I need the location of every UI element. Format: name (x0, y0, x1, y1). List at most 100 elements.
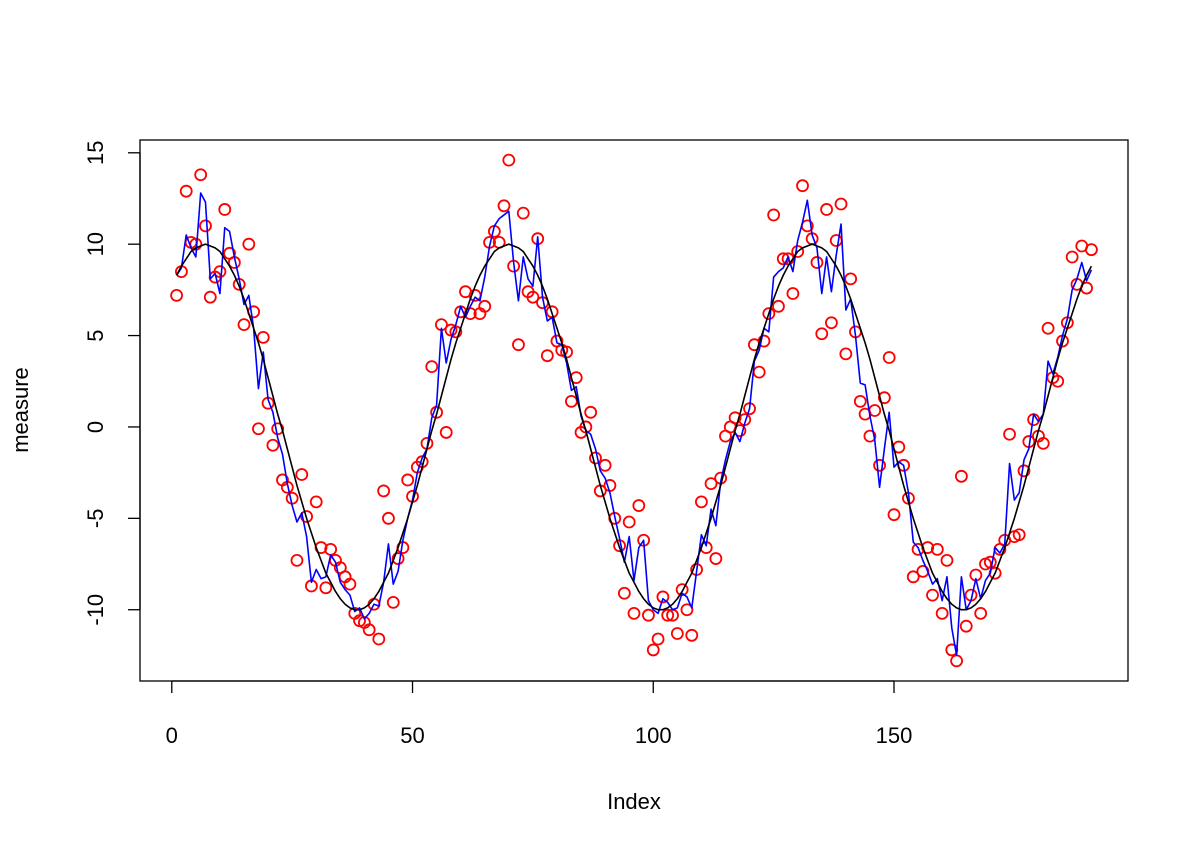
data-point (791, 245, 805, 258)
data-point (170, 288, 183, 302)
data-point (955, 469, 968, 483)
data-point (516, 206, 530, 220)
data-point (627, 606, 641, 620)
data-point (382, 511, 395, 525)
data-point (497, 199, 511, 213)
x-tick-label: 150 (876, 723, 913, 748)
data-point (401, 473, 415, 487)
data-point (295, 468, 309, 481)
data-point (844, 272, 858, 286)
data-point (810, 256, 824, 269)
data-point (199, 219, 212, 233)
data-point (362, 623, 376, 637)
data-point (213, 265, 227, 278)
data-point (242, 237, 256, 251)
data-point (863, 429, 877, 443)
x-tick-label: 100 (635, 723, 672, 748)
data-point (237, 318, 251, 331)
data-point (1036, 436, 1050, 450)
data-point (834, 197, 848, 211)
data-point (935, 606, 949, 620)
data-point (309, 495, 323, 509)
data-point (478, 299, 492, 313)
data-point (439, 426, 453, 439)
data-point (796, 179, 809, 193)
data-point (825, 316, 838, 330)
data-point (853, 394, 867, 408)
data-point (377, 484, 391, 498)
data-point (752, 365, 766, 379)
data-point (256, 330, 270, 344)
data-point (651, 632, 665, 646)
data-point (709, 552, 723, 565)
data-point (1012, 528, 1026, 542)
data-point (203, 290, 217, 304)
data-point (526, 290, 540, 304)
y-axis-label: measure (8, 367, 33, 453)
data-point (950, 654, 963, 668)
y-tick-label: -10 (83, 594, 108, 626)
data-point (868, 404, 882, 417)
data-point (646, 643, 660, 657)
y-tick-label: 10 (83, 232, 108, 256)
data-line (175, 192, 1093, 657)
data-point (584, 405, 598, 419)
data-point (820, 203, 833, 216)
data-point (598, 458, 612, 472)
y-tick-label: -5 (83, 509, 108, 529)
data-point (829, 234, 843, 247)
x-axis-label: Index (607, 789, 661, 814)
x-tick-label: 0 (166, 723, 178, 748)
data-point (926, 588, 939, 602)
data-point (767, 208, 781, 222)
data-point (617, 586, 631, 600)
y-tick-label: 5 (83, 329, 108, 341)
data-point (319, 581, 333, 595)
data-point (695, 495, 708, 509)
data-point (1065, 250, 1079, 264)
data-point (622, 515, 636, 529)
data-point (959, 619, 973, 633)
data-line (175, 243, 1093, 611)
data-point (502, 153, 516, 167)
data-point (661, 608, 675, 622)
data-point (772, 299, 785, 313)
data-point (1003, 427, 1016, 441)
data-point (386, 596, 400, 609)
data-point (983, 555, 997, 569)
data-point (565, 394, 578, 408)
data-point (786, 287, 800, 300)
data-point (940, 553, 954, 567)
data-point (391, 552, 405, 565)
data-point (343, 577, 357, 591)
data-point (512, 338, 525, 352)
data-point (882, 351, 896, 364)
data-point (1041, 321, 1055, 335)
data-point (728, 411, 742, 425)
x-tick-label: 50 (400, 723, 424, 748)
data-point (704, 477, 718, 491)
data-point (974, 606, 988, 620)
data-point (906, 570, 920, 584)
data-point (685, 628, 699, 642)
data-point (300, 510, 313, 523)
data-point (179, 184, 193, 198)
data-point (656, 590, 670, 604)
data-point (680, 603, 694, 617)
y-tick-label: 0 (83, 421, 108, 433)
data-point (632, 499, 646, 512)
data-point (757, 334, 771, 348)
data-point (839, 347, 853, 361)
data-point (1085, 243, 1098, 257)
data-point (670, 627, 684, 640)
data-point (372, 632, 386, 646)
data-point (252, 422, 265, 436)
data-point (762, 307, 776, 321)
data-point (266, 438, 280, 452)
data-point (873, 458, 886, 472)
data-point (218, 203, 232, 216)
data-point (290, 553, 304, 567)
y-tick-label: 15 (83, 141, 108, 165)
